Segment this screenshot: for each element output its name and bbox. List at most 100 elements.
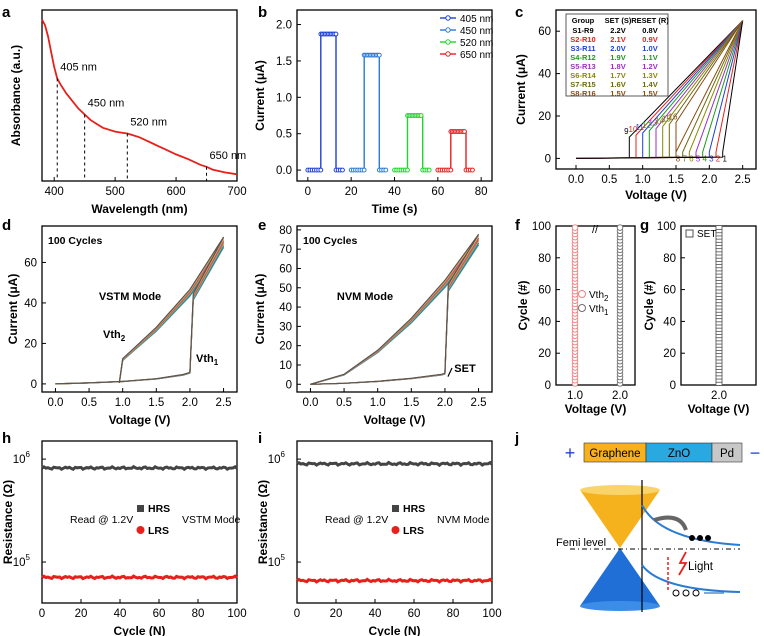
layer-box [711,442,743,463]
cycle-point [715,225,723,230]
y-tick-label: 40 [538,69,551,81]
y-tick-label: 80 [538,253,551,265]
plot-frame [555,9,757,170]
subscript: 1 [214,358,219,367]
reset-label: 11 [636,123,645,132]
table-group: S2-R10 [570,35,595,44]
table-set: 1.5V [610,89,625,98]
y-tick-label: 50 [279,283,292,295]
set-label: SET [454,363,476,375]
diagram-j-band: Graphene ZnO Pd + − Femi level Light [556,442,760,612]
chart-d-vstm-iv: 0.0 0.5 1.0 1.5 2.0 2.5 0 20 40 60 Voltage (V) Curr… [6,225,238,427]
y-tick-label: 0.0 [276,165,292,177]
pulse-line [437,130,473,171]
y-axis-label: Resistance (Ω) [1,480,15,564]
legend-marker [136,526,145,534]
y-tick-label: 100 [657,221,676,233]
x-axis-label: Voltage (V) [625,188,687,202]
x-tick-label: 400 [45,186,64,198]
x-tick-label: 1.0 [567,390,583,402]
x-tick-label: 600 [166,186,185,198]
panel-letter-f: f [515,217,521,234]
y-tick-label: 40 [663,316,676,328]
x-axis-label: Voltage (V) [364,413,426,427]
x-tick-label: 100 [482,608,501,620]
x-tick-label: 60 [153,608,166,620]
chart-c-iv-set-reset: 0.0 0.5 1.0 1.5 2.0 2.5 0 20 40 60 Voltage (V) Curr… [514,9,757,202]
table-reset: 1.1V [642,53,657,62]
panel-letter-b: b [258,4,267,21]
axis-break: // [592,224,599,236]
y-axis-label: Resistance (Ω) [256,480,270,564]
legend-marker [578,304,586,312]
cone-top [580,485,660,495]
x-tick-label: 1.5 [668,174,684,186]
table-group: S6-R14 [570,71,596,80]
reset-label: 14 [655,117,664,126]
table-header: SET (S) [605,16,632,25]
y-tick-label: 106 [13,450,31,466]
chart-a-absorbance: 400 500 600 700 Wavelength (nm) Absorbance (a… [9,9,247,216]
y-tick-label: 40 [24,298,37,310]
wavelength-label: 520 nm [130,117,167,129]
x-axis-label: Voltage (V) [688,402,750,416]
y-tick-label: 60 [663,285,676,297]
reset-curve [662,20,744,158]
y-tick-label: 30 [279,321,292,333]
table-reset: 1.5V [642,89,657,98]
reset-curve [655,20,744,158]
table-reset: 0.9V [642,35,657,44]
reset-label: 12 [642,121,651,130]
wavelength-label: 450 nm [88,98,125,110]
plot-frame [41,9,238,182]
x-tick-label: 20 [75,608,88,620]
y-tick-label: 80 [279,225,292,237]
reset-label: 16 [669,112,678,121]
table-reset: 0.8V [642,26,657,35]
x-tick-label: 80 [475,186,488,198]
cycle-point [616,224,624,231]
legend-label: 405 nm [460,14,493,25]
cycles-label: 100 Cycles [48,235,102,247]
y-tick-label: 105 [268,553,286,569]
panel-letter-c: c [515,4,523,21]
conduction-cone-lower [580,548,660,606]
x-tick-label: 2.0 [182,397,198,409]
panel-letter-j: j [514,430,519,447]
reset-curve [635,20,744,158]
resistance-line [41,464,238,472]
legend-marker [685,229,694,238]
plot-frame [41,225,238,393]
hole [672,589,680,597]
chart-g-set-cycles: 0 20 40 60 80 100 Voltage (V) Cycle (#) 2.0 SET [642,221,757,416]
y-tick-label: 20 [24,338,37,350]
conduction-band [641,504,741,546]
y-tick-label: 40 [538,316,551,328]
electron [705,535,711,541]
x-tick-label: 0 [294,608,300,620]
data-point [383,167,389,173]
y-tick-label: 60 [279,263,292,275]
legend-label: LRS [403,525,424,537]
reset-curve [628,20,744,158]
legend-label: LRS [148,525,169,537]
x-axis-label: Time (s) [372,202,418,216]
reverse-sweep [118,236,225,383]
set-label: 2 [716,154,721,163]
y-tick-label: 0 [286,379,292,391]
table-reset: 1.2V [642,62,657,71]
reverse-sweep [310,233,480,385]
y-tick-label: 2.0 [276,20,292,32]
resistance-line [296,577,494,584]
read-label: Read @ 1.2V [70,514,133,526]
set-label: 3 [709,154,714,163]
y-tick-label: 60 [24,257,37,269]
plus-sign: + [565,443,576,463]
hole [692,589,700,597]
x-tick-label: 700 [227,186,246,198]
subscript: 2 [604,294,609,303]
set-label: 5 [696,154,701,163]
panel-letter-i: i [258,430,262,447]
y-axis-label: Absorbance (a.u.) [9,45,23,146]
reset-curve [675,20,744,158]
